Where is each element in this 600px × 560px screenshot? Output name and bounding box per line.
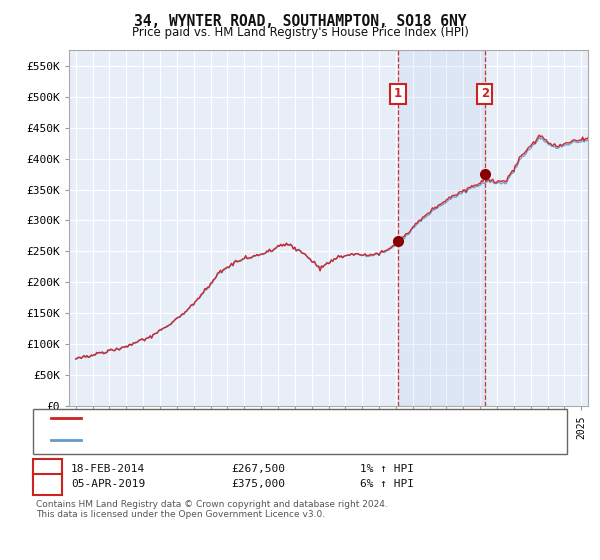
Text: 34, WYNTER ROAD, SOUTHAMPTON, SO18 6NY (detached house): 34, WYNTER ROAD, SOUTHAMPTON, SO18 6NY (… bbox=[90, 413, 428, 423]
Text: 6% ↑ HPI: 6% ↑ HPI bbox=[360, 479, 414, 489]
Bar bbox=[398, 50, 485, 406]
Text: Price paid vs. HM Land Registry's House Price Index (HPI): Price paid vs. HM Land Registry's House … bbox=[131, 26, 469, 39]
Text: 2: 2 bbox=[481, 87, 489, 100]
Text: 18-FEB-2014: 18-FEB-2014 bbox=[71, 464, 145, 474]
Text: 1% ↑ HPI: 1% ↑ HPI bbox=[360, 464, 414, 474]
Text: 1: 1 bbox=[43, 463, 52, 476]
Text: £267,500: £267,500 bbox=[231, 464, 285, 474]
Text: £375,000: £375,000 bbox=[231, 479, 285, 489]
Text: Contains HM Land Registry data © Crown copyright and database right 2024.
This d: Contains HM Land Registry data © Crown c… bbox=[36, 500, 388, 519]
Text: 1: 1 bbox=[394, 87, 402, 100]
Text: 34, WYNTER ROAD, SOUTHAMPTON, SO18 6NY: 34, WYNTER ROAD, SOUTHAMPTON, SO18 6NY bbox=[134, 14, 466, 29]
Text: 05-APR-2019: 05-APR-2019 bbox=[71, 479, 145, 489]
Text: 2: 2 bbox=[43, 478, 52, 491]
Text: HPI: Average price, detached house, Southampton: HPI: Average price, detached house, Sout… bbox=[90, 435, 353, 445]
